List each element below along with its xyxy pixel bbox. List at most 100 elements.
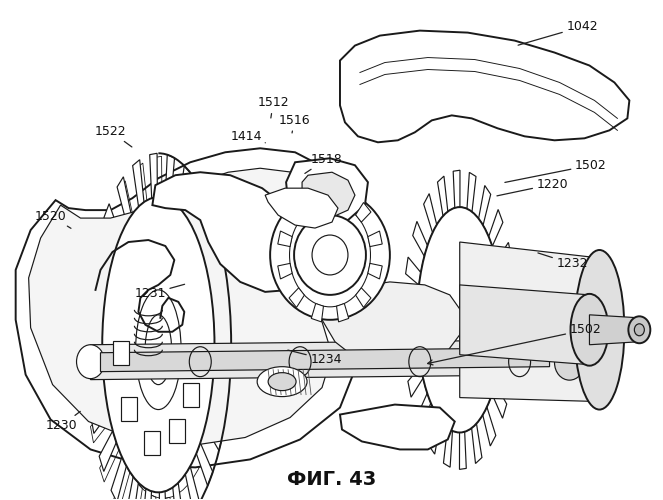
Polygon shape [403,298,417,316]
Polygon shape [589,315,639,344]
Text: 1518: 1518 [305,153,342,174]
Polygon shape [133,160,144,206]
Ellipse shape [76,344,105,378]
Polygon shape [169,419,185,443]
Ellipse shape [554,345,585,380]
Polygon shape [91,340,570,380]
Ellipse shape [294,215,366,295]
Polygon shape [208,256,226,290]
Polygon shape [501,282,516,304]
Polygon shape [144,431,160,455]
Polygon shape [471,424,482,464]
Polygon shape [408,366,423,397]
Polygon shape [196,443,213,486]
Ellipse shape [257,366,307,396]
Polygon shape [200,218,217,259]
Polygon shape [150,154,157,198]
Polygon shape [340,404,455,450]
Text: 1512: 1512 [257,96,289,118]
Polygon shape [337,188,349,206]
Text: 1231: 1231 [135,284,184,300]
Polygon shape [492,384,507,418]
Polygon shape [406,257,421,285]
Ellipse shape [290,203,371,307]
Ellipse shape [268,372,296,390]
Ellipse shape [136,290,181,410]
Polygon shape [438,176,448,216]
Polygon shape [104,204,121,246]
Polygon shape [278,231,292,246]
Text: 1220: 1220 [497,178,568,196]
Polygon shape [289,288,304,308]
Polygon shape [101,348,550,372]
Text: 1230: 1230 [46,412,80,432]
Polygon shape [483,407,496,446]
Polygon shape [467,172,476,212]
Ellipse shape [417,207,503,432]
Text: 1232: 1232 [538,253,588,270]
Polygon shape [99,430,116,472]
Ellipse shape [102,197,215,492]
Text: 1042: 1042 [518,20,598,45]
Polygon shape [16,148,355,468]
Polygon shape [178,166,191,213]
Ellipse shape [570,294,609,366]
Text: 1520: 1520 [35,210,71,229]
Ellipse shape [145,315,172,384]
Ellipse shape [270,190,390,320]
Polygon shape [142,488,152,500]
Polygon shape [318,282,461,368]
Polygon shape [214,345,231,364]
Polygon shape [499,354,514,382]
Text: 1502: 1502 [428,324,601,365]
Polygon shape [459,285,589,364]
Polygon shape [91,400,109,434]
Polygon shape [312,304,324,322]
Polygon shape [340,30,629,142]
Polygon shape [126,476,139,500]
Polygon shape [183,382,199,406]
Text: 1234: 1234 [288,350,342,366]
Polygon shape [117,177,131,223]
Polygon shape [113,342,129,365]
Polygon shape [186,466,200,500]
Polygon shape [278,264,292,279]
Polygon shape [111,457,127,500]
Polygon shape [444,428,452,467]
Ellipse shape [312,235,348,275]
Polygon shape [211,380,229,410]
Polygon shape [265,188,338,228]
Text: ФИГ. 43: ФИГ. 43 [287,470,376,489]
Polygon shape [213,299,231,324]
Text: 1522: 1522 [95,125,132,147]
Polygon shape [355,202,371,222]
Polygon shape [121,397,137,421]
Polygon shape [286,158,368,225]
Polygon shape [497,242,512,274]
Polygon shape [302,172,355,218]
Polygon shape [416,393,431,430]
Polygon shape [205,414,223,451]
Polygon shape [429,414,441,454]
Polygon shape [289,202,304,222]
Polygon shape [489,210,503,246]
Polygon shape [453,170,460,208]
Polygon shape [479,186,491,226]
Polygon shape [152,172,315,292]
Polygon shape [424,194,437,232]
Polygon shape [337,304,349,322]
Polygon shape [355,288,371,308]
Polygon shape [86,365,104,390]
Polygon shape [173,483,184,500]
Text: 1414: 1414 [231,130,265,143]
Polygon shape [190,188,206,232]
Polygon shape [312,188,324,206]
Polygon shape [165,154,174,201]
Polygon shape [368,231,383,246]
Ellipse shape [629,316,650,343]
Ellipse shape [417,207,503,432]
Ellipse shape [575,250,625,410]
Polygon shape [459,432,466,470]
Text: 1516: 1516 [278,114,310,133]
Text: 1502: 1502 [505,158,607,182]
